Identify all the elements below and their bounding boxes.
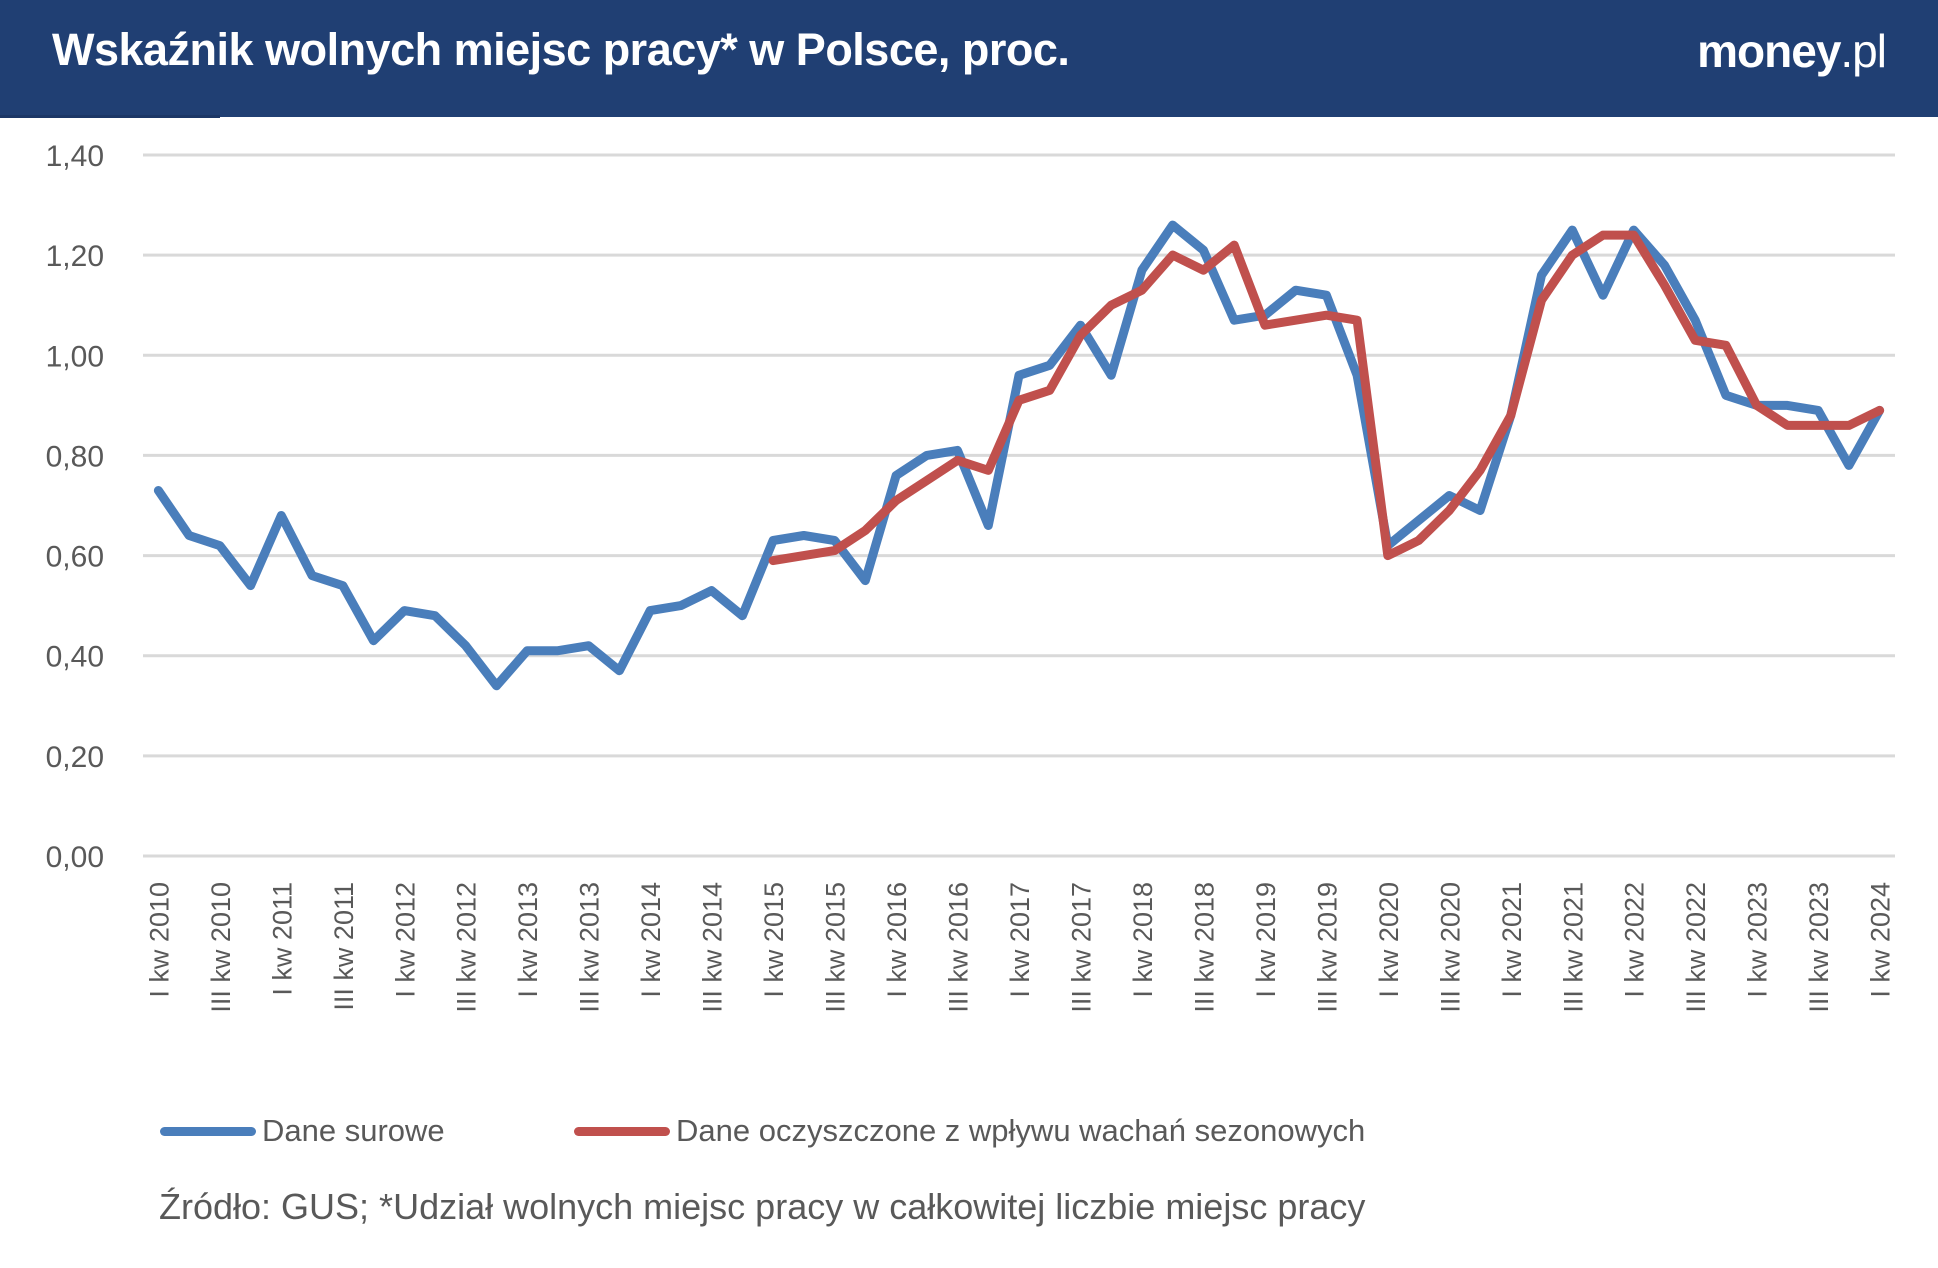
y-tick-label: 1,40 [46, 140, 104, 173]
x-tick-label: III kw 2017 [1066, 882, 1096, 1013]
legend-item-raw: Dane surowe [160, 1108, 445, 1154]
chart-header: Wskaźnik wolnych miejsc pracy* w Polsce,… [0, 0, 1938, 118]
x-tick-label: I kw 2013 [513, 882, 543, 998]
x-tick-label: I kw 2020 [1374, 882, 1404, 998]
legend-label-raw: Dane surowe [262, 1113, 445, 1148]
legend-label-seasonally-adjusted: Dane oczyszczone z wpływu wachań sezonow… [676, 1113, 1366, 1148]
x-tick-label: I kw 2011 [267, 882, 297, 996]
x-tick-label: III kw 2011 [329, 882, 359, 1011]
series-line-seasonally-adjusted [768, 230, 1885, 566]
x-tick-label: I kw 2022 [1620, 882, 1650, 998]
y-axis-labels: 0,00 0,20 0,40 0,60 0,80 1,00 1,20 1,40 [46, 140, 104, 874]
x-tick-label: I kw 2019 [1251, 882, 1281, 998]
y-tick-label: 0,20 [46, 741, 104, 774]
y-tick-label: 0,80 [46, 440, 104, 473]
x-tick-label: I kw 2014 [636, 882, 666, 998]
x-tick-label: III kw 2023 [1804, 882, 1834, 1013]
x-tick-label: I kw 2016 [882, 882, 912, 998]
x-tick-label: III kw 2014 [698, 882, 728, 1013]
x-tick-label: III kw 2015 [821, 882, 851, 1013]
x-tick-label: III kw 2019 [1312, 882, 1342, 1013]
y-tick-label: 0,60 [46, 541, 104, 574]
legend-swatch-red-line-icon [574, 1126, 670, 1136]
line-chart: 0,00 0,20 0,40 0,60 0,80 1,00 1,20 1,40 I kw 20… [46, 140, 1896, 1013]
x-tick-label: III kw 2016 [944, 882, 974, 1013]
x-tick-label: I kw 2018 [1128, 882, 1158, 998]
y-tick-label: 0,00 [46, 841, 104, 874]
x-tick-label: I kw 2024 [1866, 882, 1896, 998]
x-tick-label: III kw 2021 [1558, 882, 1588, 1013]
logo-wordmark: money [1697, 25, 1841, 77]
legend-item-seasonally-adjusted: Dane oczyszczone z wpływu wachań sezonow… [574, 1108, 1365, 1154]
x-tick-label: I kw 2012 [390, 882, 420, 998]
x-tick-label: III kw 2022 [1681, 882, 1711, 1013]
x-tick-label: III kw 2020 [1435, 882, 1465, 1013]
logo-domain: .pl [1840, 25, 1887, 77]
series-line-raw [153, 220, 1885, 691]
x-tick-label: III kw 2012 [452, 882, 482, 1013]
legend: Dane surowe Dane oczyszczone z wpływu wa… [0, 1108, 1938, 1154]
money-pl-logo: money.pl [1697, 24, 1887, 78]
chart-title: Wskaźnik wolnych miejsc pracy* w Polsce,… [52, 24, 1070, 75]
x-tick-label: I kw 2017 [1005, 882, 1035, 998]
x-tick-label: III kw 2018 [1189, 882, 1219, 1013]
x-axis-labels: I kw 2010 III kw 2010 I kw 2011 III kw 2011… [144, 882, 1895, 1013]
header-underline [0, 115, 220, 118]
data-series [153, 220, 1885, 691]
y-tick-label: 0,40 [46, 641, 104, 674]
x-tick-label: I kw 2010 [144, 882, 174, 998]
gridlines [143, 153, 1895, 858]
y-tick-label: 1,20 [46, 240, 104, 273]
x-tick-label: I kw 2023 [1743, 882, 1773, 998]
legend-swatch-blue-line-icon [160, 1126, 256, 1136]
x-tick-label: I kw 2015 [759, 882, 789, 998]
source-note: Źródło: GUS; *Udział wolnych miejsc prac… [159, 1186, 1366, 1227]
x-tick-label: I kw 2021 [1497, 882, 1527, 998]
x-tick-label: III kw 2010 [206, 882, 236, 1013]
x-tick-label: III kw 2013 [575, 882, 605, 1013]
y-tick-label: 1,00 [46, 340, 104, 373]
